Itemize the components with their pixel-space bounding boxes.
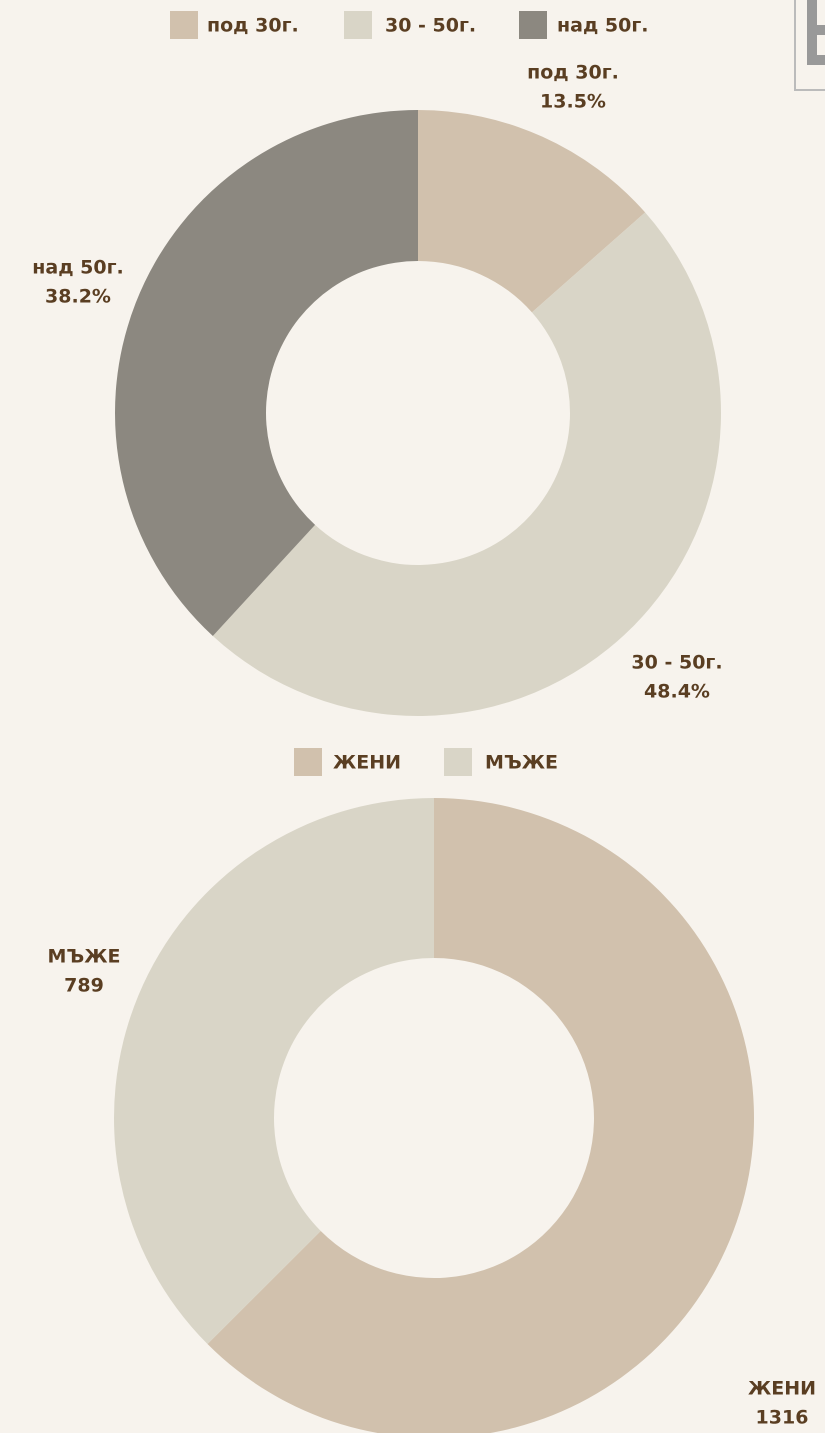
legend-swatch (294, 748, 322, 776)
donut-slice (207, 798, 755, 1433)
legend-label: ЖЕНИ (333, 752, 401, 774)
data-label-name: ЖЕНИ (748, 1378, 816, 1400)
data-label-value: 48.4% (644, 681, 710, 703)
legend-label: под 30г. (207, 15, 299, 37)
donut-chart: под 30г. под 30г. 13.5% 30 - 50г. 30 - 50г. 4… (32, 11, 723, 716)
data-label-value: 789 (64, 975, 104, 997)
donut-slice (212, 212, 721, 716)
data-label-value: 13.5% (540, 91, 606, 113)
legend-swatch (344, 11, 372, 39)
legend-swatch (170, 11, 198, 39)
data-label-value: 38.2% (45, 286, 111, 308)
logo-letter (807, 0, 825, 65)
data-label-name: под 30г. (527, 62, 619, 84)
donut-slice (113, 798, 435, 1345)
logo (794, 0, 825, 91)
legend-swatch (519, 11, 547, 39)
donut-chart: ЖЕНИ ЖЕНИ 1316 МЪЖЕ МЪЖЕ 789 (48, 748, 816, 1433)
legend-swatch (444, 748, 472, 776)
logo-frame (794, 0, 825, 91)
data-label-name: МЪЖЕ (48, 946, 121, 968)
legend-label: 30 - 50г. (385, 15, 476, 37)
data-label-value: 1316 (756, 1407, 809, 1429)
legend-label: над 50г. (557, 15, 649, 37)
data-label-name: над 50г. (32, 257, 124, 279)
donut-slice (115, 110, 419, 636)
legend-label: МЪЖЕ (485, 752, 558, 774)
data-label-name: 30 - 50г. (631, 652, 722, 674)
donut-slice (418, 110, 646, 313)
